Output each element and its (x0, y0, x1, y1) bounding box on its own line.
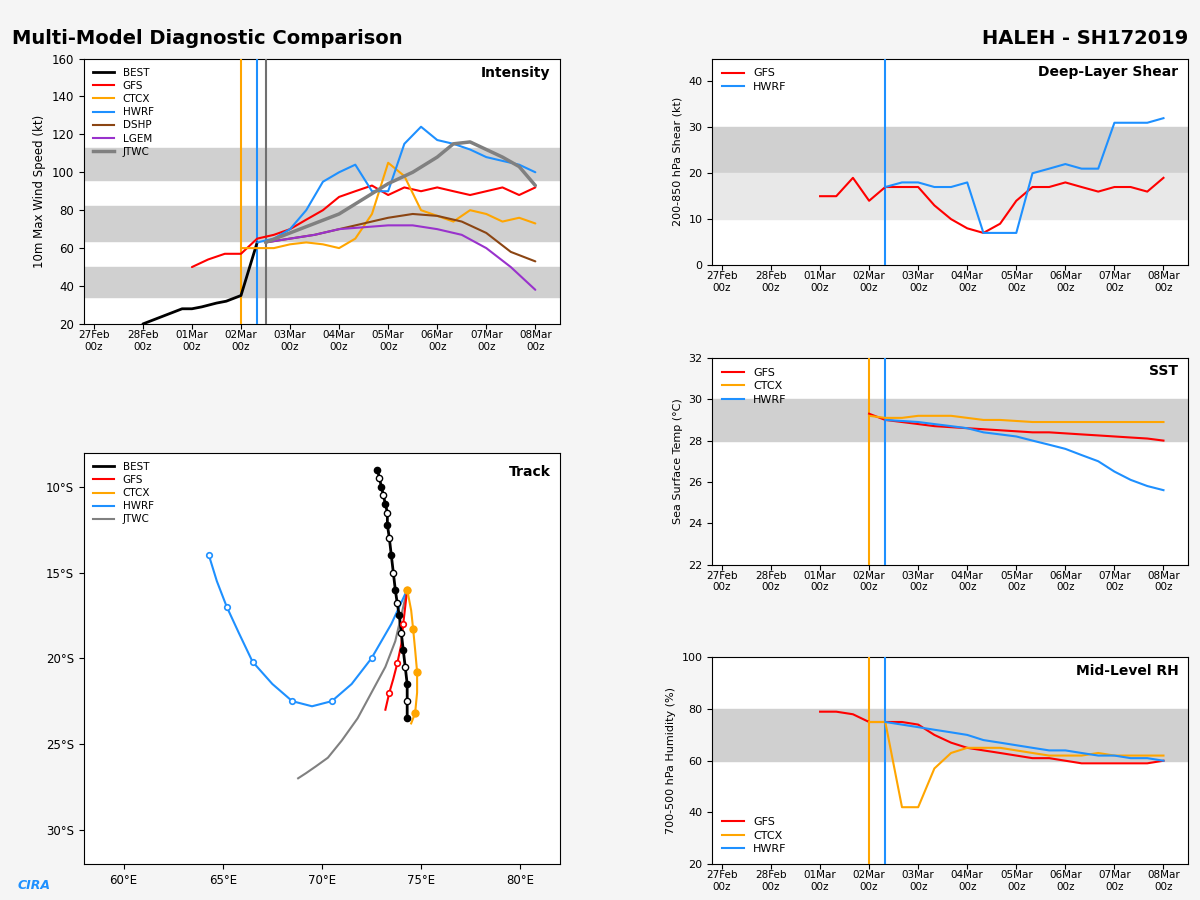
Bar (84, 267, 560, 297)
Text: Multi-Model Diagnostic Comparison: Multi-Model Diagnostic Comparison (12, 29, 403, 48)
Bar (712, 400, 1188, 441)
Legend: GFS, CTCX, HWRF: GFS, CTCX, HWRF (718, 813, 791, 859)
Bar (84, 206, 560, 240)
Legend: BEST, GFS, CTCX, HWRF, DSHP, LGEM, JTWC: BEST, GFS, CTCX, HWRF, DSHP, LGEM, JTWC (89, 64, 157, 161)
Legend: GFS, HWRF: GFS, HWRF (718, 64, 791, 96)
Legend: GFS, CTCX, HWRF: GFS, CTCX, HWRF (718, 364, 791, 410)
Y-axis label: 200-850 hPa Shear (kt): 200-850 hPa Shear (kt) (673, 97, 683, 227)
Text: SST: SST (1150, 364, 1178, 378)
Y-axis label: Sea Surface Temp (°C): Sea Surface Temp (°C) (673, 399, 683, 524)
Y-axis label: 10m Max Wind Speed (kt): 10m Max Wind Speed (kt) (34, 114, 47, 268)
Text: CIRA: CIRA (18, 879, 50, 892)
Text: Intensity: Intensity (481, 67, 551, 80)
Bar (712, 709, 1188, 760)
Bar (712, 127, 1188, 173)
Text: Deep-Layer Shear: Deep-Layer Shear (1038, 65, 1178, 78)
Text: Track: Track (509, 465, 551, 479)
Legend: BEST, GFS, CTCX, HWRF, JTWC: BEST, GFS, CTCX, HWRF, JTWC (89, 458, 157, 528)
Text: Mid-Level RH: Mid-Level RH (1075, 663, 1178, 678)
Y-axis label: 700-500 hPa Humidity (%): 700-500 hPa Humidity (%) (666, 688, 676, 834)
Bar (712, 173, 1188, 219)
Bar (84, 148, 560, 180)
Text: HALEH - SH172019: HALEH - SH172019 (982, 29, 1188, 48)
